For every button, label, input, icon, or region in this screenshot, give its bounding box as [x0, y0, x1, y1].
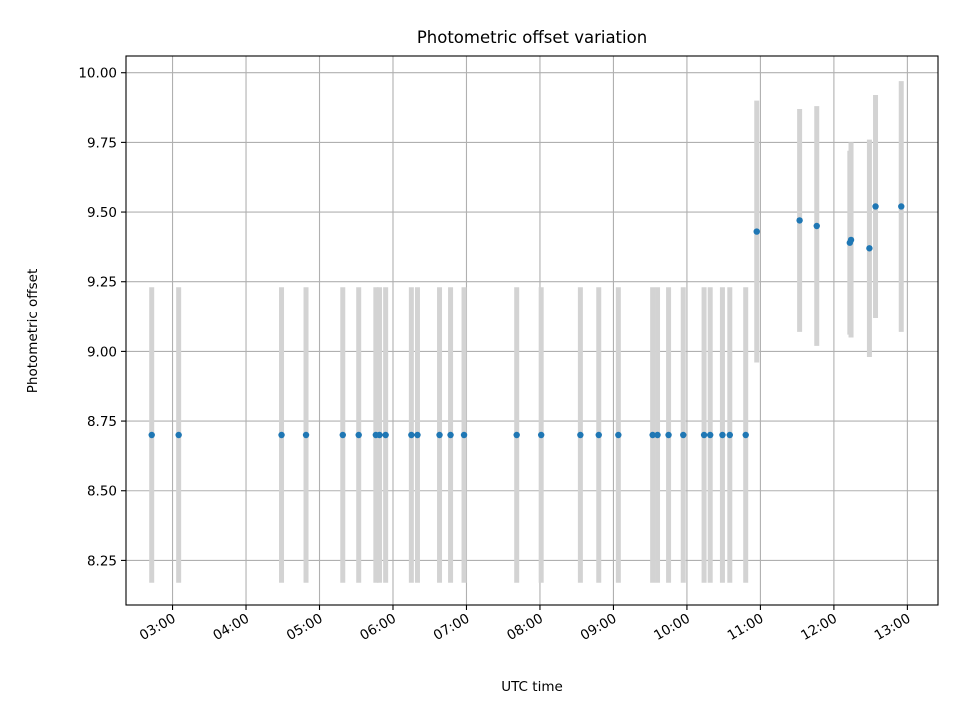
data-point [148, 431, 155, 439]
data-point [460, 431, 468, 439]
data-point [355, 431, 362, 439]
y-tick-label: 10.00 [78, 66, 117, 82]
data-point [872, 203, 879, 210]
data-point [376, 431, 383, 439]
data-point [537, 431, 545, 439]
data-point [339, 431, 346, 439]
data-point [414, 431, 421, 439]
errorbar-layer [149, 81, 904, 583]
data-point [408, 431, 415, 439]
data-point [665, 431, 672, 439]
data-point [813, 222, 820, 230]
data-point [577, 431, 584, 439]
x-tick-label: 05:00 [284, 611, 326, 644]
x-tick-label: 07:00 [431, 611, 473, 644]
data-point [753, 228, 760, 235]
data-point [706, 431, 714, 439]
data-point [680, 431, 687, 439]
data-point [175, 431, 182, 439]
data-point [302, 431, 310, 439]
data-point [847, 236, 855, 244]
x-tick-label: 08:00 [504, 611, 546, 644]
data-point [513, 431, 520, 439]
data-point [382, 431, 389, 439]
x-axis-label: UTC time [501, 679, 563, 695]
x-tick-label: 04:00 [210, 611, 252, 644]
data-point [719, 431, 726, 439]
data-point [726, 431, 733, 439]
data-point [278, 431, 285, 439]
plot-frame [125, 55, 939, 606]
data-point [654, 431, 661, 439]
data-point [898, 203, 905, 210]
data-point [447, 431, 454, 439]
y-tick-label: 8.50 [87, 484, 117, 500]
y-tick-label: 9.00 [87, 344, 117, 360]
data-point [649, 431, 656, 439]
data-point [436, 431, 443, 439]
data-point [595, 431, 602, 439]
data-point [700, 431, 708, 439]
y-tick-label: 9.75 [87, 135, 117, 151]
x-tick-label: 06:00 [357, 611, 399, 644]
y-tick-label: 8.25 [87, 553, 117, 569]
x-tick-label: 03:00 [137, 611, 179, 644]
data-point [742, 431, 749, 439]
chart-title: Photometric offset variation [417, 28, 647, 47]
x-tick-label: 11:00 [725, 611, 767, 644]
y-axis-label: Photometric offset [25, 269, 41, 393]
tick-layer: 8.25 8.50 8.75 9.00 9.25 9.50 9.75 10.00 03:00 04… [78, 66, 913, 644]
x-tick-label: 10:00 [651, 611, 693, 644]
x-tick-label: 09:00 [578, 611, 620, 644]
data-point [615, 431, 622, 439]
y-tick-label: 9.50 [87, 205, 117, 221]
x-tick-label: 13:00 [872, 611, 914, 644]
x-tick-label: 12:00 [798, 611, 840, 644]
data-point [866, 245, 873, 252]
data-point [796, 217, 803, 224]
point-layer [148, 203, 905, 439]
y-tick-label: 9.25 [87, 275, 117, 291]
y-tick-label: 8.75 [87, 414, 117, 430]
